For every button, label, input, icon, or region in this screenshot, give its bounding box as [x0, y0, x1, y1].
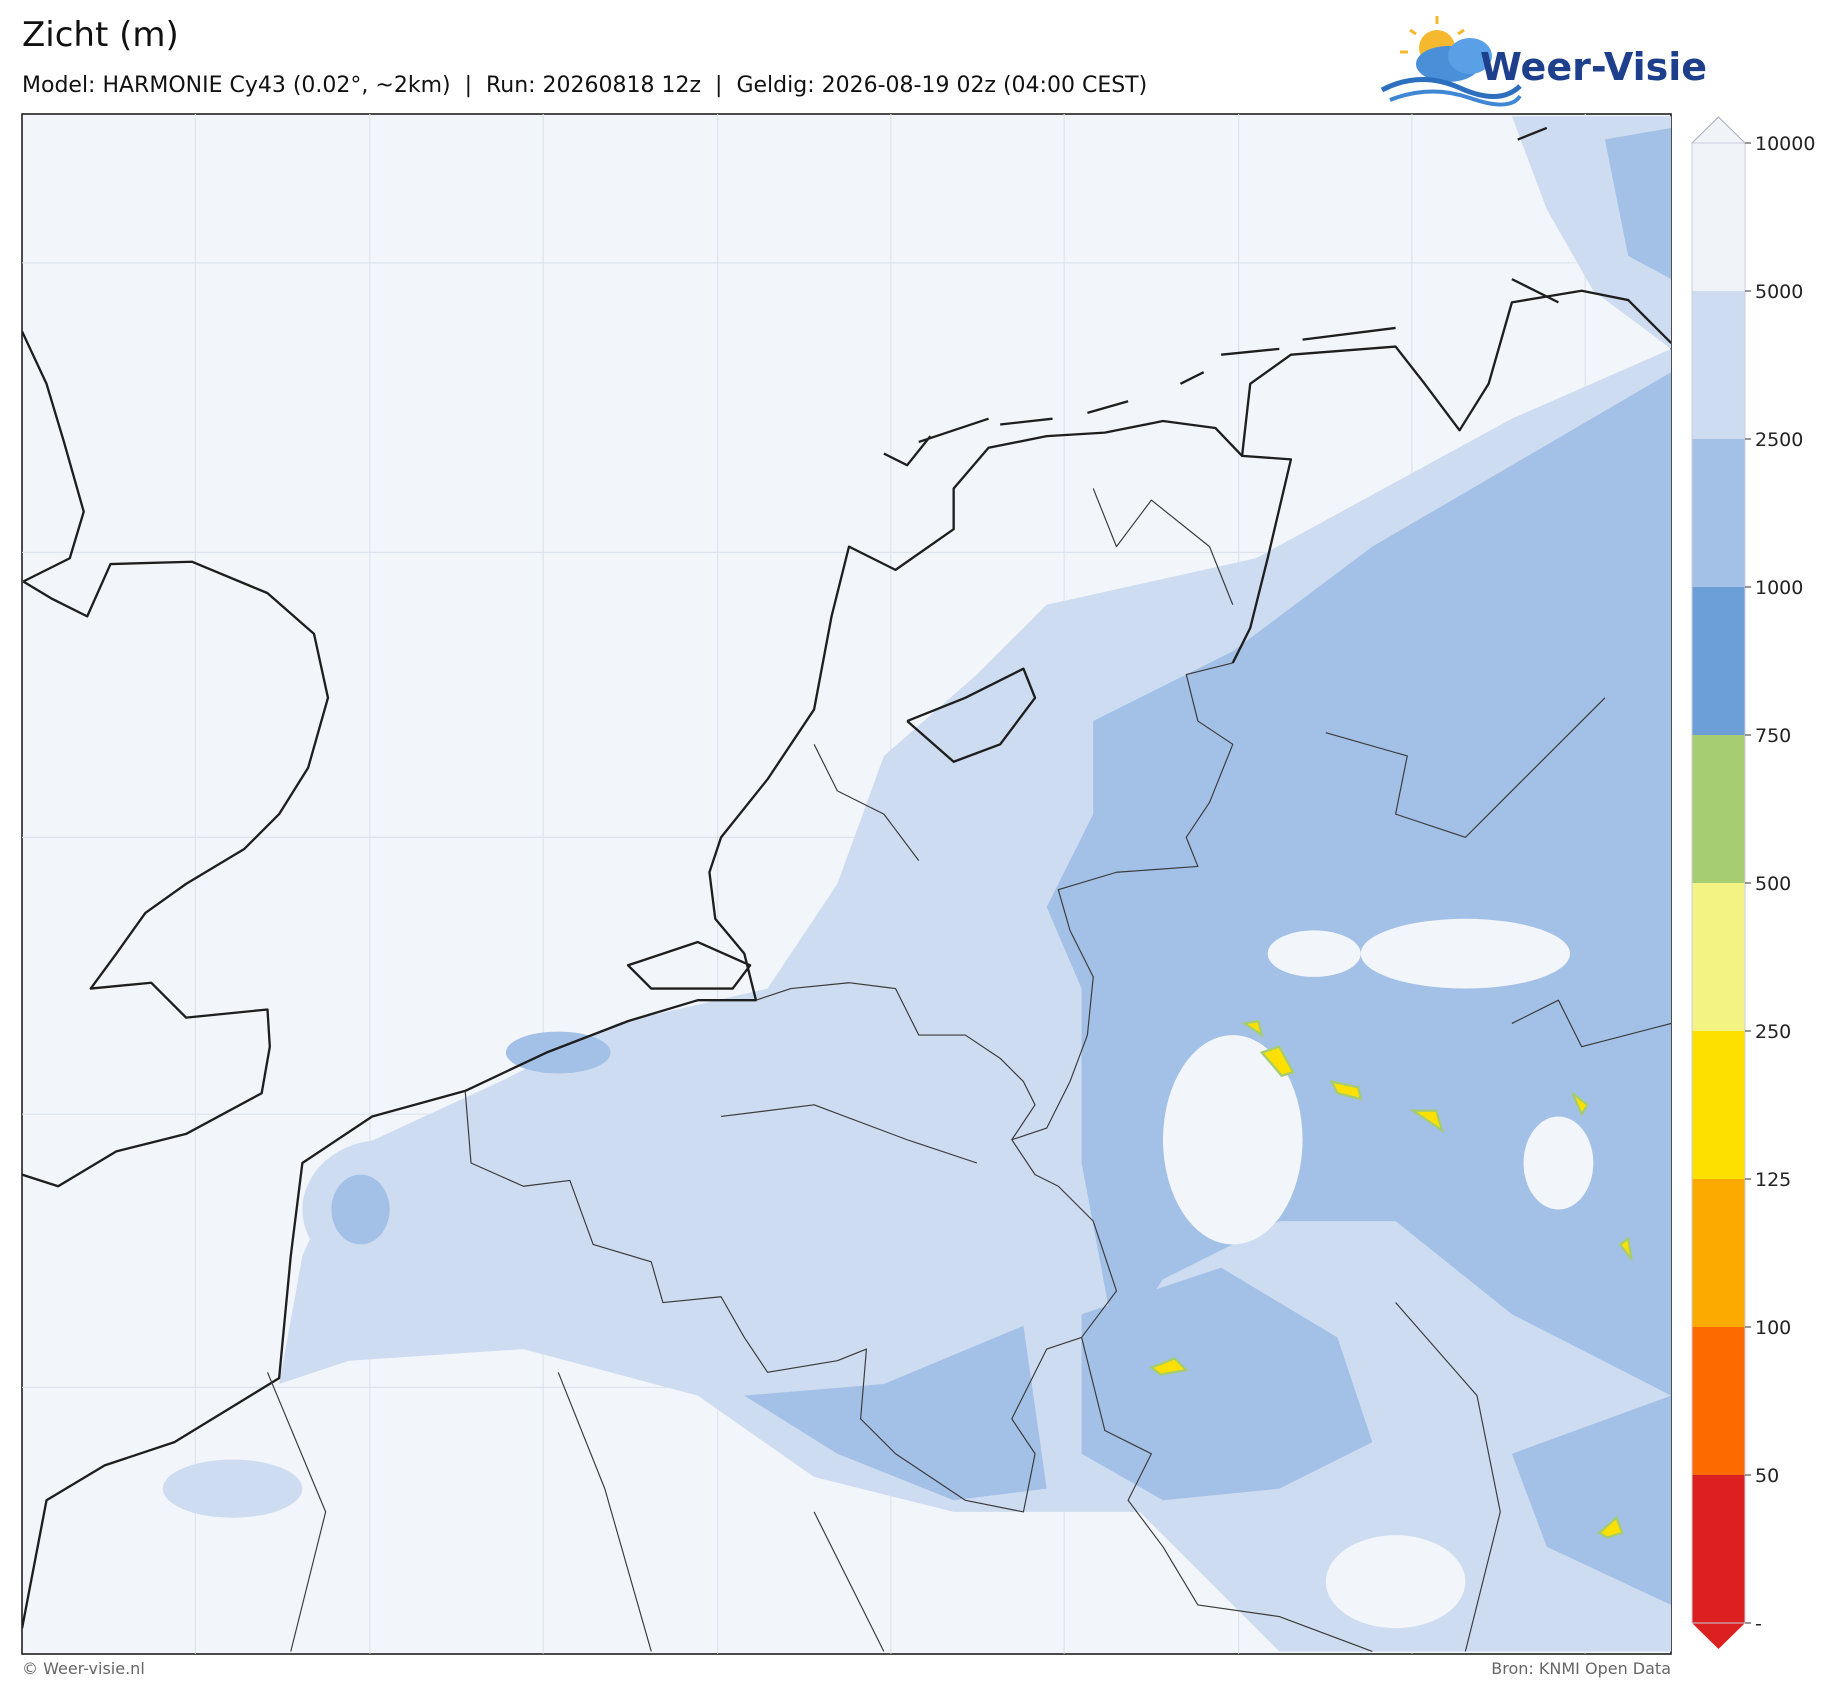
- colorbar-segment: [1692, 439, 1745, 587]
- colorbar-tick-label: 125: [1755, 1169, 1791, 1191]
- colorbar-tick-label: 500: [1755, 873, 1791, 895]
- footer-right: Bron: KNMI Open Data: [1491, 1659, 1671, 1678]
- colorbar-segment: [1692, 883, 1745, 1031]
- colorbar-tick-label: 5000: [1755, 281, 1803, 303]
- colorbar-tick-label: 750: [1755, 725, 1791, 747]
- colorbar-segment: [1692, 1179, 1745, 1327]
- title: Zicht (m): [22, 15, 179, 55]
- logo-text: Weer-Visie: [1480, 45, 1707, 89]
- footer-left: © Weer-visie.nl: [22, 1659, 145, 1678]
- colorbar-segment: [1692, 1327, 1745, 1475]
- colorbar-segment: [1692, 1031, 1745, 1179]
- colorbar-over: [1690, 116, 1747, 144]
- colorbar-segment: [1692, 587, 1745, 735]
- colorbar-segment: [1692, 291, 1745, 439]
- colorbar-under: [1692, 1623, 1745, 1649]
- colorbar-bottom-label: -: [1755, 1613, 1762, 1635]
- colorbar-tick-label: 250: [1755, 1021, 1791, 1043]
- colorbar-tick-label: 2500: [1755, 429, 1803, 451]
- colorbar-tick-label: 10000: [1755, 133, 1815, 155]
- colorbar-segment: [1692, 735, 1745, 883]
- colorbar-tick-label: 100: [1755, 1317, 1791, 1339]
- colorbar-segment: [1692, 143, 1745, 291]
- colorbar-segment: [1692, 1475, 1745, 1623]
- logo: Weer-Visie: [1380, 16, 1707, 107]
- map: [22, 114, 1671, 1654]
- subtitle: Model: HARMONIE Cy43 (0.02°, ~2km) | Run…: [22, 73, 1147, 98]
- colorbar-tick-label: 1000: [1755, 577, 1803, 599]
- colorbar-tick-label: 50: [1755, 1465, 1779, 1487]
- colorbar: 10000 5000 2500 1000 750 500 250 125 100 50 -: [1690, 116, 1815, 1649]
